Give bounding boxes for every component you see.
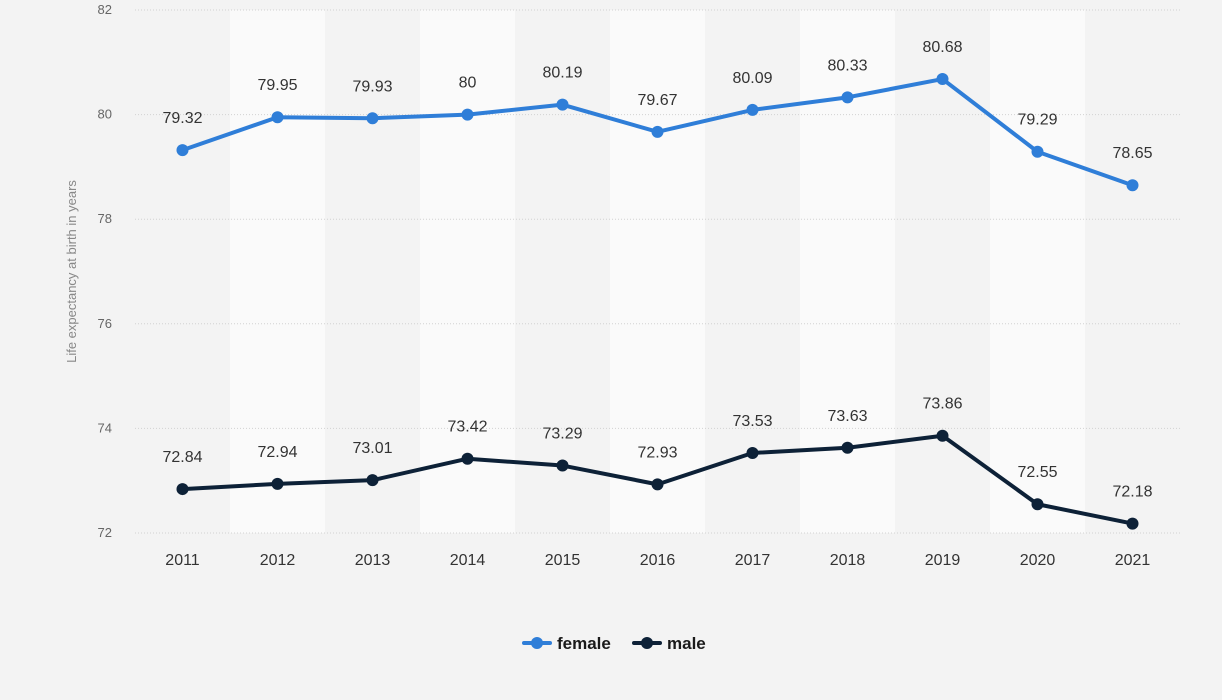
plot-band bbox=[990, 10, 1085, 533]
data-label: 73.86 bbox=[922, 396, 962, 413]
y-tick-label: 74 bbox=[98, 420, 112, 435]
x-tick-label: 2021 bbox=[1115, 552, 1151, 569]
data-point[interactable] bbox=[652, 126, 664, 138]
data-point[interactable] bbox=[1127, 179, 1139, 191]
data-point[interactable] bbox=[272, 111, 284, 123]
data-label: 79.67 bbox=[637, 92, 677, 109]
data-label: 72.93 bbox=[637, 444, 677, 461]
data-point[interactable] bbox=[272, 478, 284, 490]
data-point[interactable] bbox=[177, 144, 189, 156]
data-point[interactable] bbox=[1032, 498, 1044, 510]
x-tick-label: 2018 bbox=[830, 552, 866, 569]
x-tick-label: 2011 bbox=[165, 552, 200, 569]
data-label: 79.29 bbox=[1017, 112, 1057, 129]
plot-band bbox=[515, 10, 610, 533]
legend-marker bbox=[641, 637, 653, 649]
legend-marker bbox=[531, 637, 543, 649]
data-point[interactable] bbox=[462, 109, 474, 121]
data-label: 79.95 bbox=[257, 77, 297, 94]
y-tick-label: 82 bbox=[98, 2, 112, 17]
data-point[interactable] bbox=[842, 91, 854, 103]
y-tick-label: 78 bbox=[98, 211, 112, 226]
y-tick-label: 76 bbox=[98, 316, 112, 331]
data-point[interactable] bbox=[1127, 518, 1139, 530]
data-label: 73.01 bbox=[352, 440, 392, 457]
data-label: 72.55 bbox=[1017, 464, 1057, 481]
x-tick-label: 2012 bbox=[260, 552, 296, 569]
data-point[interactable] bbox=[1032, 146, 1044, 158]
data-label: 80.19 bbox=[542, 65, 582, 82]
data-point[interactable] bbox=[937, 73, 949, 85]
legend-label: female bbox=[557, 634, 611, 653]
plot-band bbox=[895, 10, 990, 533]
data-point[interactable] bbox=[367, 112, 379, 124]
x-tick-label: 2016 bbox=[640, 552, 676, 569]
x-tick-label: 2013 bbox=[355, 552, 391, 569]
plot-band bbox=[1085, 10, 1180, 533]
x-tick-label: 2019 bbox=[925, 552, 961, 569]
plot-band bbox=[800, 10, 895, 533]
data-label: 80.09 bbox=[732, 70, 772, 87]
data-label: 73.29 bbox=[542, 426, 582, 443]
data-label: 78.65 bbox=[1112, 145, 1152, 162]
data-label: 73.53 bbox=[732, 413, 772, 430]
data-point[interactable] bbox=[842, 442, 854, 454]
data-point[interactable] bbox=[747, 447, 759, 459]
data-point[interactable] bbox=[367, 474, 379, 486]
x-tick-label: 2014 bbox=[450, 552, 486, 569]
y-axis-title: Life expectancy at birth in years bbox=[64, 180, 79, 363]
data-point[interactable] bbox=[557, 460, 569, 472]
data-point[interactable] bbox=[557, 99, 569, 111]
data-point[interactable] bbox=[747, 104, 759, 116]
data-label: 79.93 bbox=[352, 78, 392, 95]
y-tick-label: 80 bbox=[98, 107, 112, 122]
x-tick-label: 2020 bbox=[1020, 552, 1056, 569]
data-label: 80.33 bbox=[827, 57, 867, 74]
legend-label: male bbox=[667, 634, 706, 653]
data-label: 72.84 bbox=[162, 449, 202, 466]
data-label: 73.63 bbox=[827, 408, 867, 425]
x-tick-label: 2015 bbox=[545, 552, 581, 569]
data-point[interactable] bbox=[937, 430, 949, 442]
x-tick-label: 2017 bbox=[735, 552, 771, 569]
data-label: 73.42 bbox=[447, 419, 487, 436]
data-label: 72.94 bbox=[257, 444, 297, 461]
data-point[interactable] bbox=[462, 453, 474, 465]
data-point[interactable] bbox=[652, 478, 664, 490]
data-label: 72.18 bbox=[1112, 484, 1152, 501]
data-point[interactable] bbox=[177, 483, 189, 495]
data-label: 79.32 bbox=[162, 110, 202, 127]
y-tick-label: 72 bbox=[98, 525, 112, 540]
data-label: 80 bbox=[459, 75, 477, 92]
data-label: 80.68 bbox=[922, 39, 962, 56]
